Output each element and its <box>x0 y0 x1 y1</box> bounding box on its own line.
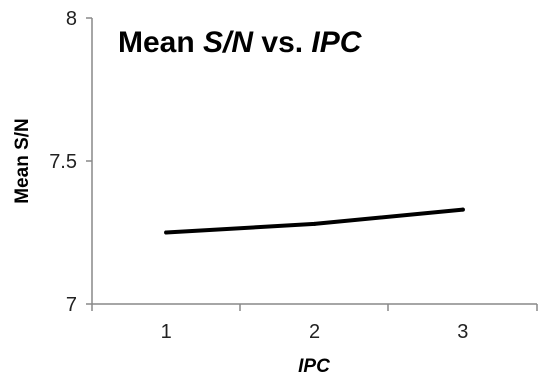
y-axis: 8 7.5 7 <box>49 8 93 316</box>
chart-title-middle: vs. <box>253 26 311 59</box>
chart-title-italic-sn: S/N <box>203 26 254 59</box>
data-point <box>312 221 317 226</box>
x-tick-label: 1 <box>161 321 172 343</box>
x-tick-label: 3 <box>457 321 468 343</box>
data-point <box>164 230 169 235</box>
x-tick-label: 2 <box>309 321 320 343</box>
x-axis: 1 2 3 <box>91 303 538 343</box>
chart-title: Mean S/N vs. IPC <box>118 26 363 59</box>
y-tick-label: 7.5 <box>49 151 77 173</box>
chart-title-prefix: Mean <box>118 26 203 59</box>
data-point <box>460 207 465 212</box>
y-tick-label: 7 <box>66 294 77 316</box>
y-axis-title: Mean S/N <box>12 118 33 204</box>
x-axis-title: IPC <box>298 356 330 377</box>
series-layer <box>164 207 465 235</box>
y-tick-label: 8 <box>66 8 77 30</box>
chart-title-italic-ipc: IPC <box>311 26 362 59</box>
series-line <box>164 207 465 235</box>
x-tick-labels: 1 2 3 <box>161 321 469 343</box>
